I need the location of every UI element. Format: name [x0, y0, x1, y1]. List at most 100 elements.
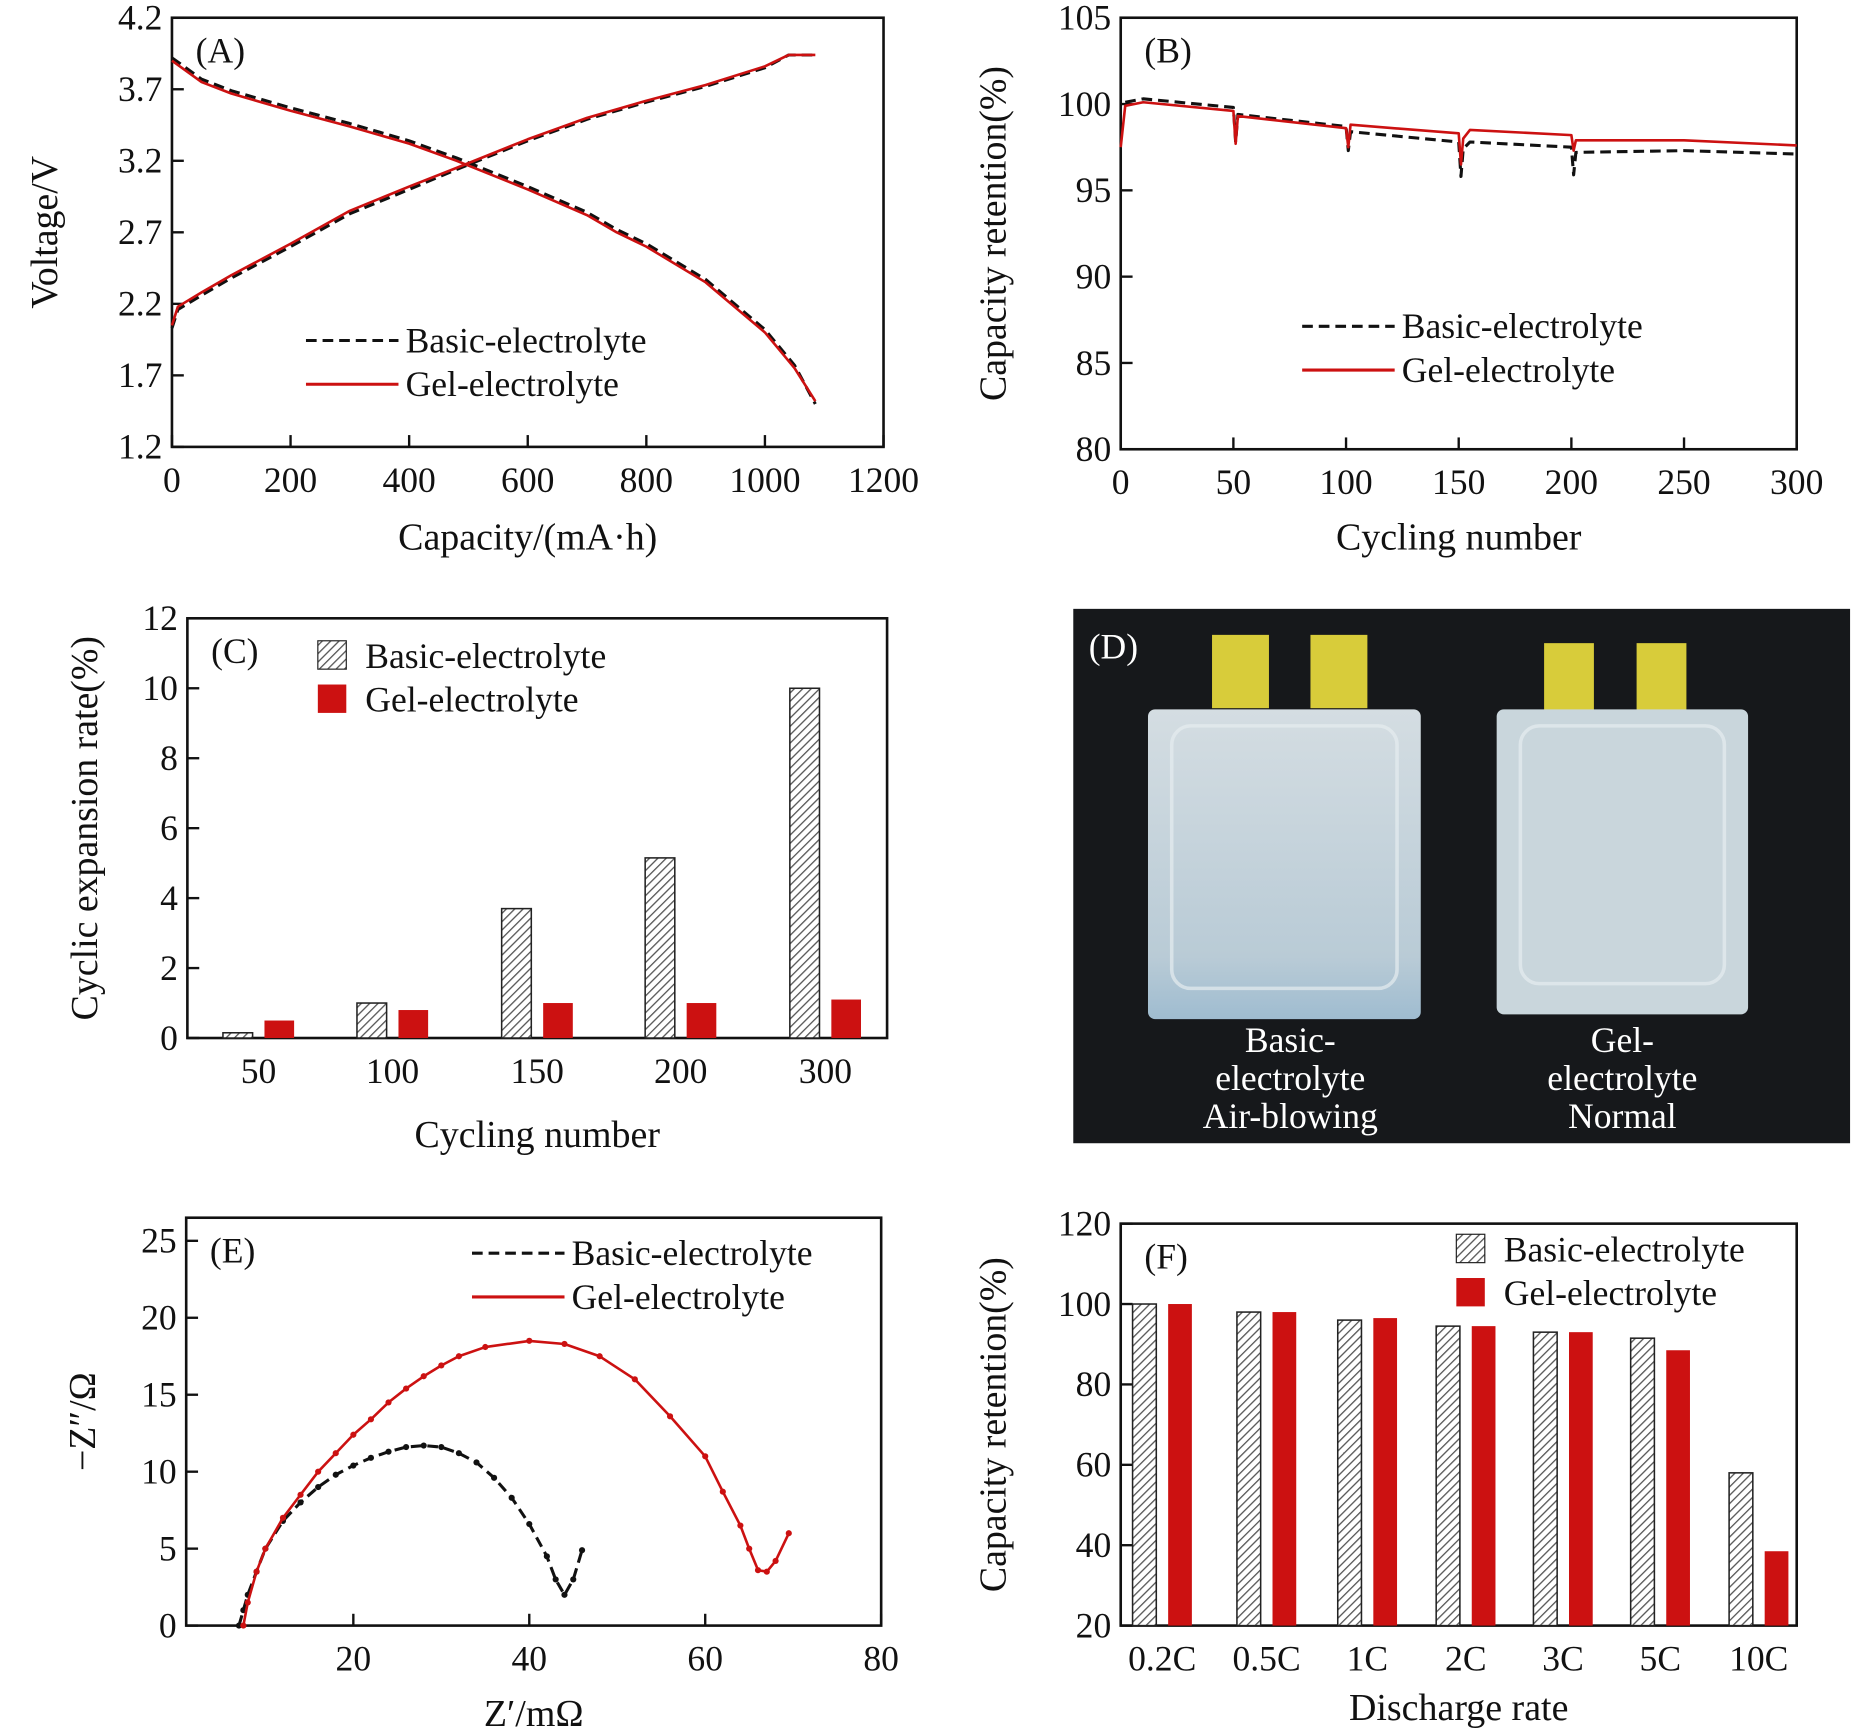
bar-basic	[1236, 1311, 1262, 1627]
panel-E: 0 5 10 15 20 25 20 40 60 80 Z′/mΩ −Z″/Ω (E) Basic-ele…	[62, 1216, 899, 1732]
photo-caption: Gel-	[1591, 1020, 1654, 1060]
y-tick-label: 120	[1058, 1204, 1111, 1244]
panel-C: 0 2 4 6 8 10 12 50 100 150 200 300 Cycling number Cyc…	[64, 598, 889, 1156]
photo-caption: Air-blowing	[1203, 1096, 1378, 1136]
bar-basic	[789, 687, 821, 1039]
y-axis-label: −Z″/Ω	[62, 1372, 104, 1471]
bar-basic	[1629, 1337, 1656, 1627]
y-tick-label: 3.2	[118, 141, 162, 181]
x-category-label: 3C	[1542, 1639, 1584, 1679]
data-point	[754, 1567, 762, 1574]
data-point	[578, 1547, 586, 1554]
x-tick-label: 1200	[848, 460, 919, 500]
y-tick-label: 20	[141, 1298, 177, 1338]
bar-gel	[543, 1003, 573, 1039]
bar-gel	[831, 999, 861, 1039]
y-tick-label: 60	[1076, 1445, 1112, 1485]
data-point	[702, 1453, 709, 1460]
x-tick-label: 600	[501, 460, 554, 500]
panel-D-photo: Basic-electrolyteAir-blowingGel-electrol…	[1073, 608, 1851, 1144]
x-axis-label: Discharge rate	[1349, 1687, 1568, 1729]
data-point	[315, 1468, 322, 1475]
series-line-gel	[1119, 100, 1797, 166]
series-line-gel	[170, 53, 816, 326]
y-tick-label: 0	[160, 1018, 178, 1058]
x-category-label: 5C	[1640, 1639, 1682, 1679]
x-tick-label: 60	[687, 1639, 723, 1679]
y-tick-label: 4.2	[118, 0, 162, 38]
legend-swatch	[1456, 1278, 1485, 1307]
bar-basic	[644, 857, 676, 1039]
y-tick-label: 6	[160, 808, 178, 848]
data-point	[482, 1343, 489, 1351]
pouch-cell-outline	[1169, 724, 1399, 991]
y-tick-label: 3.7	[118, 69, 162, 109]
data-point	[297, 1491, 304, 1498]
data-point	[508, 1494, 515, 1501]
legend-label: Gel-electrolyte	[1402, 350, 1615, 390]
y-tick-label: 85	[1076, 343, 1112, 383]
photo-caption: electrolyte	[1215, 1058, 1365, 1098]
data-point	[350, 1431, 357, 1438]
bar-gel	[1764, 1551, 1789, 1626]
panel-B: 80 85 90 95 100 105 0 50 100 150 200 250 300 Cycling …	[973, 0, 1824, 559]
y-tick-label: 20	[1076, 1605, 1112, 1645]
data-point	[561, 1340, 568, 1348]
x-category-label: 50	[241, 1051, 277, 1091]
data-point	[297, 1499, 304, 1506]
data-point	[438, 1362, 445, 1369]
bar-gel	[1471, 1326, 1496, 1626]
data-point	[666, 1413, 674, 1420]
bar-basic	[222, 1032, 254, 1039]
data-point	[262, 1545, 269, 1552]
panel-label: (B)	[1144, 31, 1191, 71]
data-point	[240, 1622, 247, 1629]
data-point	[235, 1622, 243, 1629]
photo-caption: electrolyte	[1547, 1058, 1697, 1098]
x-category-label: 0.2C	[1128, 1639, 1196, 1679]
data-point	[420, 1373, 427, 1380]
data-point	[570, 1576, 577, 1583]
y-axis-label: Voltage/V	[24, 156, 66, 309]
data-point	[332, 1450, 339, 1457]
x-tick-label: 100	[1319, 462, 1372, 502]
panel-F: 20 40 60 80 100 120 0.2C 0.5C 1C 2C 3C 5C 10C Dischar…	[973, 1204, 1799, 1729]
data-point	[455, 1450, 462, 1457]
data-point	[746, 1545, 753, 1552]
y-axis-label: Capacity retention(%)	[973, 1257, 1015, 1592]
series-line-gel	[171, 59, 817, 402]
y-tick-label: 2.7	[118, 212, 162, 252]
data-point	[350, 1462, 357, 1469]
data-point	[403, 1443, 410, 1451]
data-point	[491, 1474, 498, 1481]
x-axis-label: Capacity/(mA·h)	[398, 517, 657, 559]
y-tick-label: 12	[142, 598, 178, 638]
legend-label: Basic-electrolyte	[406, 320, 647, 360]
x-tick-label: 1000	[729, 460, 800, 500]
data-point	[719, 1488, 726, 1495]
y-tick-label: 40	[1076, 1525, 1112, 1565]
bar-basic	[1728, 1472, 1754, 1627]
data-point	[596, 1353, 603, 1360]
y-tick-label: 1.2	[118, 427, 162, 467]
bar-gel	[1666, 1350, 1690, 1626]
x-axis-label: Cycling number	[1336, 517, 1582, 559]
x-category-label: 2C	[1445, 1639, 1487, 1679]
bar-basic	[1131, 1303, 1158, 1627]
x-tick-label: 250	[1657, 462, 1710, 502]
bar-gel	[398, 1010, 429, 1039]
bar-basic	[1435, 1325, 1461, 1627]
legend-label: Gel-electrolyte	[1504, 1273, 1717, 1313]
battery-pouch	[1147, 709, 1421, 1020]
y-tick-label: 1.7	[118, 355, 162, 395]
data-point	[315, 1483, 322, 1491]
data-point	[279, 1514, 287, 1521]
data-point	[543, 1553, 550, 1560]
photo-caption: Normal	[1568, 1096, 1677, 1136]
panel-label: (D)	[1089, 627, 1138, 667]
data-point	[420, 1442, 427, 1449]
bar-basic	[356, 1002, 388, 1039]
y-tick-label: 5	[159, 1529, 177, 1569]
legend-swatch	[317, 640, 347, 670]
